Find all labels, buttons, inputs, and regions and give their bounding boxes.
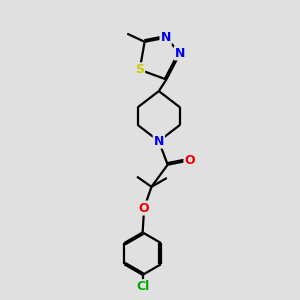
Text: N: N [160,31,171,44]
Text: Cl: Cl [136,280,149,293]
Text: N: N [154,135,164,148]
Text: O: O [139,202,149,214]
Text: S: S [135,63,144,76]
Text: O: O [184,154,195,167]
Text: N: N [175,46,185,59]
